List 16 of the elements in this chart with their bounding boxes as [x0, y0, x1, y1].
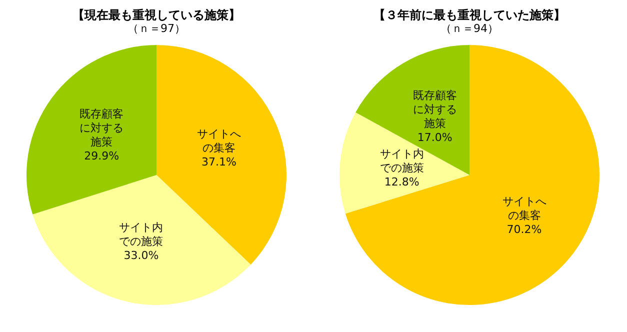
slice-label: 既存顧客に対する施策 [80, 107, 124, 148]
data-label: 29.9% [84, 149, 120, 162]
chart-title: 【３年前に最も重視していた施策】 [374, 8, 566, 22]
slice-label: サイト内での施策 [380, 148, 424, 175]
data-label: 70.2% [506, 222, 542, 236]
slice-label: サイト内での施策 [119, 220, 164, 248]
chart-subtitle: （ｎ＝97） [128, 22, 186, 35]
chart-subtitle: （ｎ＝94） [440, 22, 498, 35]
slice-label: 既存顧客に対する施策 [412, 88, 457, 130]
chart-title: 【現在最も重視している施策】 [72, 8, 240, 22]
data-label: 12.8% [384, 176, 420, 189]
data-label: 37.1% [202, 156, 236, 169]
data-label: 33.0% [124, 248, 159, 262]
slice-label: サイトへの集客 [196, 128, 241, 155]
slice-label: サイトへの集客 [502, 194, 546, 222]
data-label: 17.0% [417, 130, 452, 144]
